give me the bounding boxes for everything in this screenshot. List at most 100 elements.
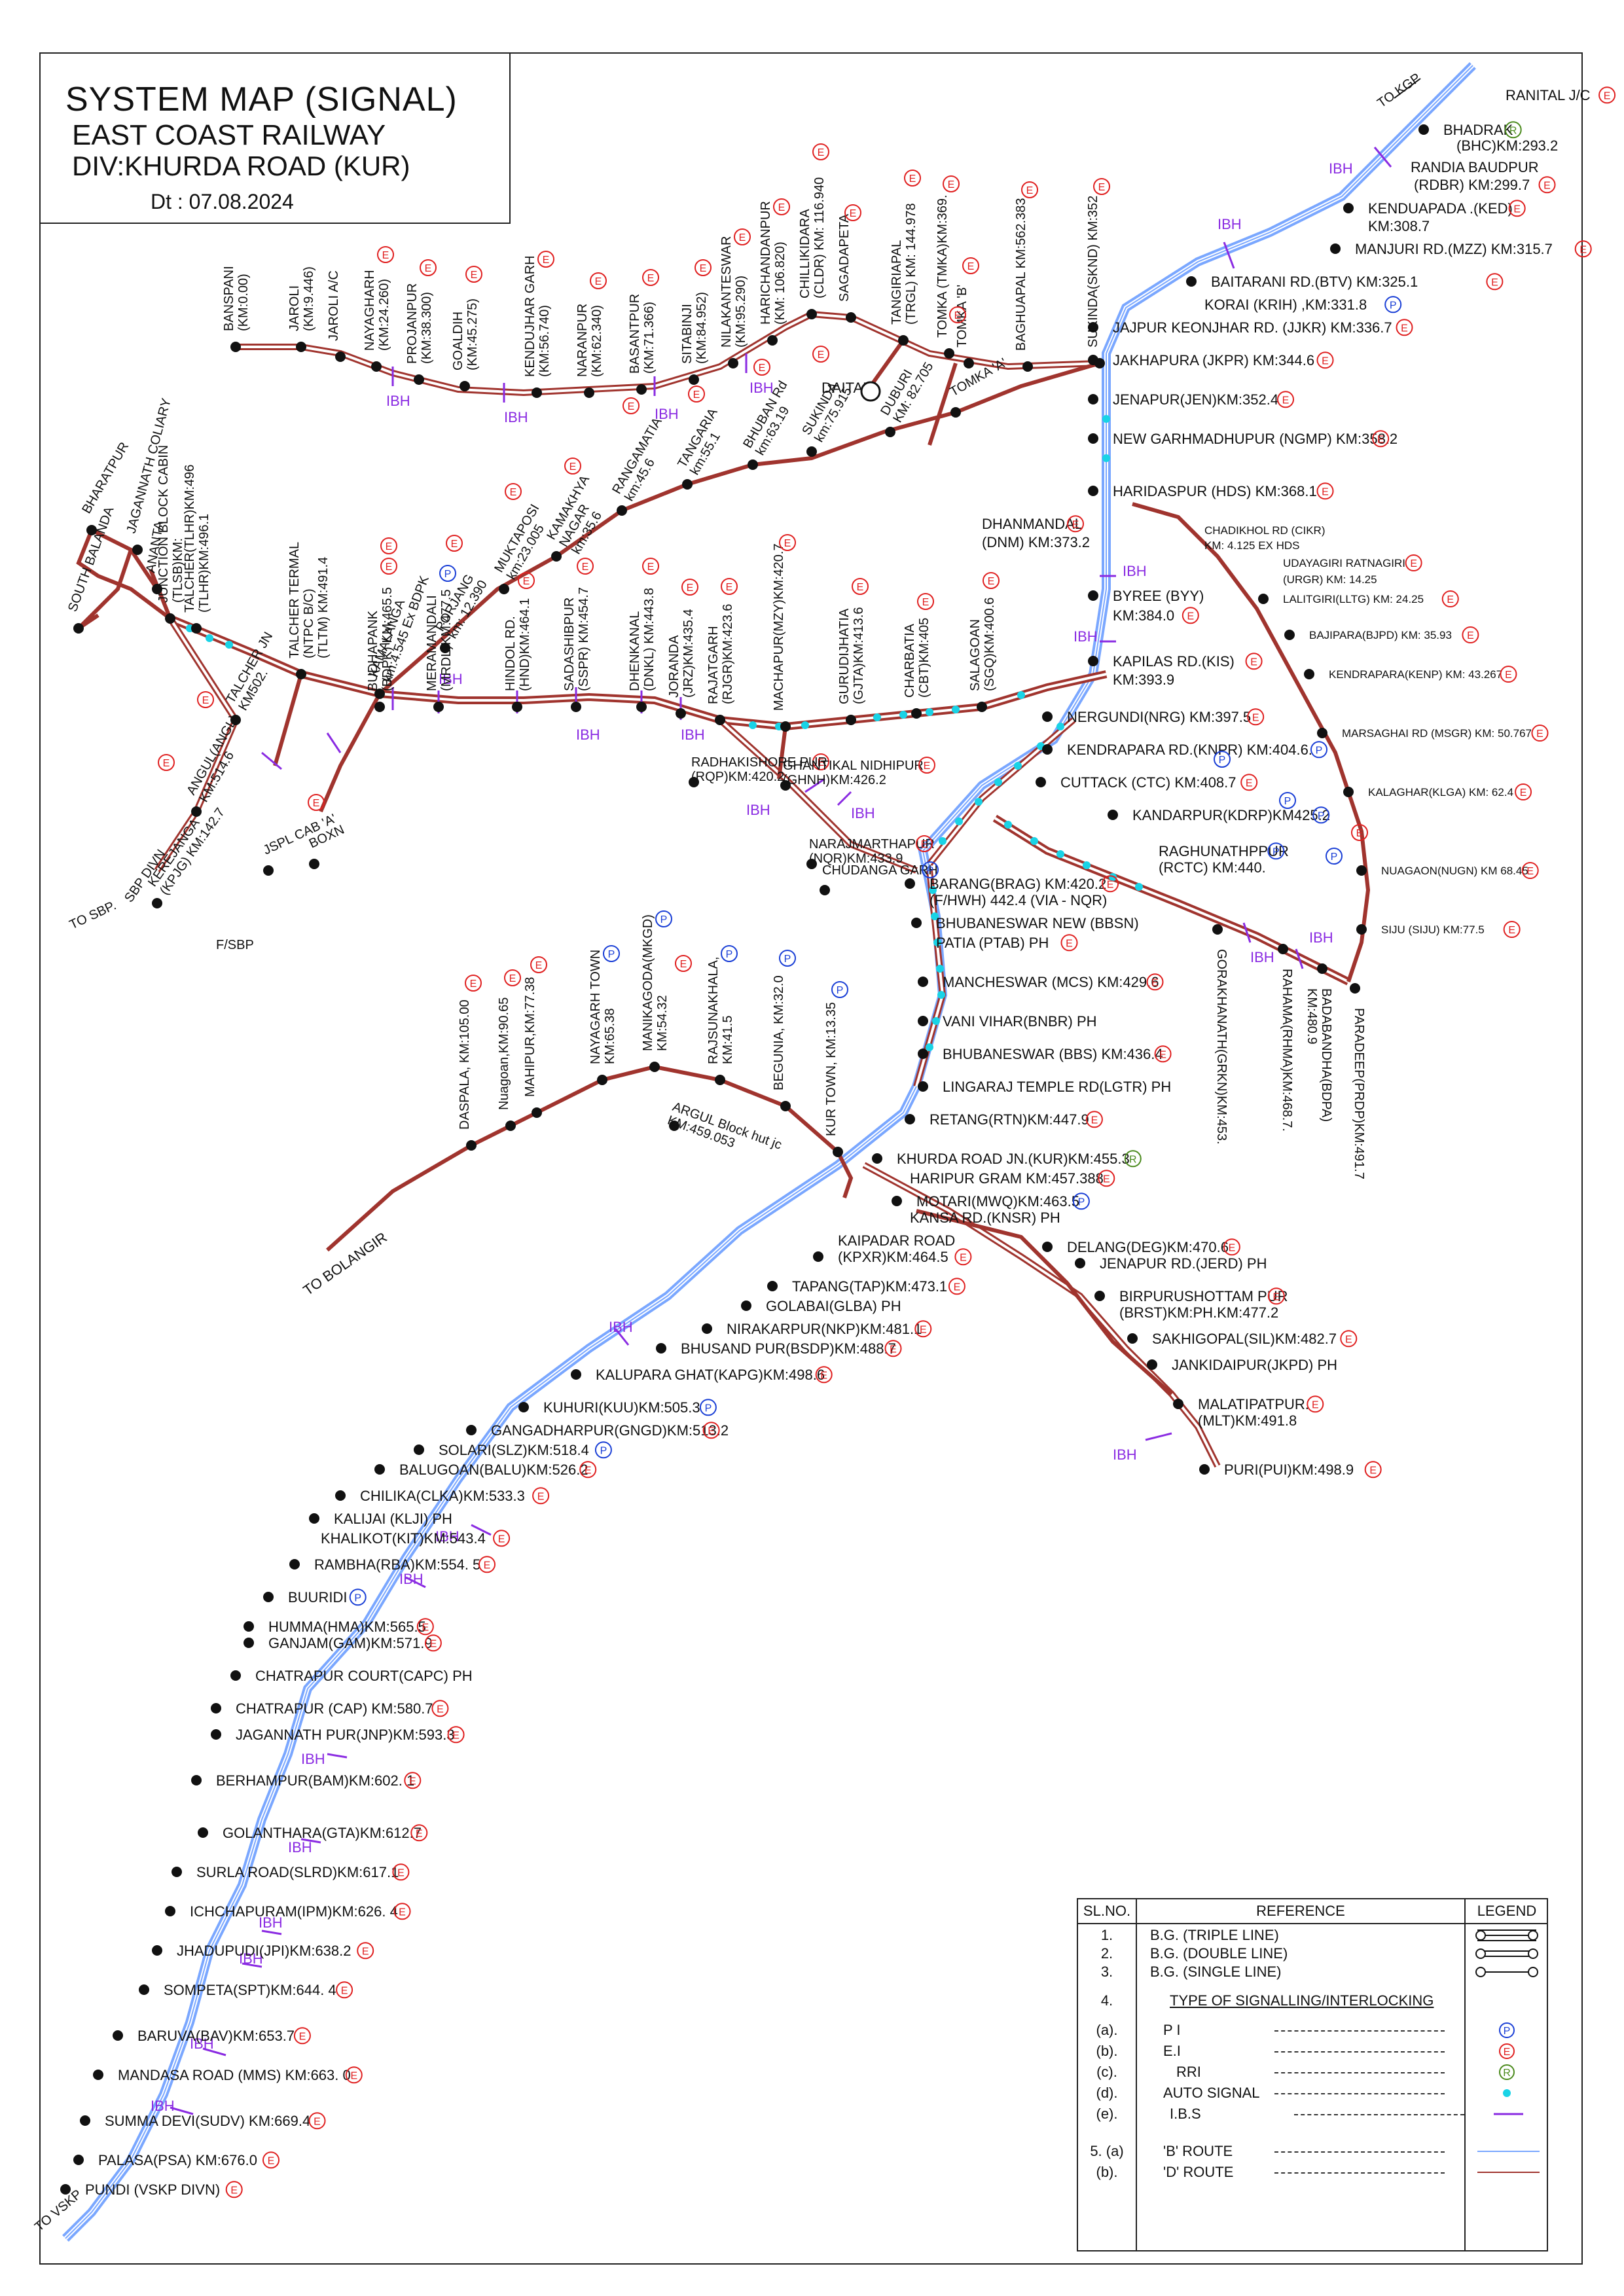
station-label: CHATRAPUR COURT(CAPC) PH — [255, 1668, 473, 1684]
svg-text:E: E — [988, 576, 995, 587]
station-dot — [1042, 711, 1053, 722]
station-dot — [263, 1592, 274, 1602]
station-label: GOLABAI(GLBA) PH — [766, 1298, 901, 1314]
pi-icon: P — [922, 861, 939, 878]
svg-text:E: E — [922, 597, 929, 608]
ei-icon: E — [1085, 1111, 1103, 1128]
ei-icon: E — [1340, 1330, 1358, 1348]
station-dot — [518, 1402, 529, 1412]
station-label: TANGIRIAPAL(TRGL) KM: 144.978 — [890, 203, 918, 325]
pi-icon: P — [699, 1399, 717, 1416]
ei-icon: E — [1372, 430, 1390, 448]
ibh-label: IBH — [288, 1839, 312, 1856]
ref-sl: 3. — [1100, 1964, 1113, 1980]
station-dot — [335, 1490, 346, 1501]
svg-text:E: E — [818, 350, 825, 361]
station-dot — [767, 335, 778, 346]
ei-icon: E — [532, 1487, 550, 1505]
rri-legend-icon: R — [1499, 2064, 1515, 2080]
station-label: PATIA (PTAB) PH — [936, 935, 1049, 951]
svg-text:E: E — [1312, 1399, 1319, 1410]
station-dot — [1356, 924, 1367, 935]
svg-text:P: P — [784, 954, 791, 965]
station-label: NERGUNDI(NRG) KM:397.5 — [1067, 709, 1251, 725]
svg-text:E: E — [1322, 355, 1329, 367]
svg-text:E: E — [582, 562, 589, 573]
station-label: GURUDIJHATIA(GJTA)KM:413.6 — [837, 607, 866, 704]
svg-text:P: P — [1390, 300, 1397, 311]
station-dot — [617, 505, 627, 516]
station-label: HARIPUR GRAM KM:457.388 — [910, 1170, 1104, 1187]
svg-text:P: P — [837, 985, 844, 996]
svg-text:E: E — [1508, 925, 1515, 936]
station-label: CHILIKA(CLKA)KM:533.3 — [360, 1488, 525, 1504]
svg-text:E: E — [1543, 180, 1551, 191]
station-label: JHADUPUDI(JPI)KM:638.2 — [177, 1943, 352, 1959]
ref-desc: 'B' ROUTE — [1163, 2143, 1233, 2159]
svg-text:E: E — [1026, 185, 1034, 196]
station-dot — [682, 479, 693, 490]
ref-sl: (b). — [1096, 2043, 1118, 2059]
svg-text:P: P — [1272, 846, 1280, 857]
rri-icon: R — [1124, 1150, 1142, 1168]
ei-icon: E — [642, 269, 659, 286]
ei-icon: E — [812, 753, 829, 770]
station-label: BHUBANESWAR NEW (BBSN) — [936, 915, 1139, 931]
svg-text:E: E — [700, 263, 707, 274]
station-label: JAROLI(KM:9.446) — [287, 266, 316, 331]
ei-icon: E — [688, 386, 705, 403]
station-label: JAKHAPURA (JKPR) KM:344.6 — [1113, 352, 1314, 368]
ei-icon: E — [753, 359, 770, 376]
station-dot — [1173, 1399, 1183, 1409]
ei-icon: E — [954, 1248, 972, 1266]
ref-header-sl: SL.NO. — [1078, 1899, 1136, 1924]
svg-text:E: E — [1526, 866, 1534, 877]
station-dot — [1356, 865, 1367, 876]
station-dot — [1088, 433, 1098, 444]
station-dot — [371, 361, 382, 372]
station-dot — [374, 1464, 385, 1475]
station-dot — [335, 351, 346, 362]
ei-icon: E — [392, 1863, 410, 1881]
svg-text:E: E — [820, 1370, 827, 1381]
station-label: KAPILAS RD.(KIS) — [1113, 653, 1235, 670]
triple-line-legend — [1475, 1929, 1538, 1941]
ei-icon: E — [1598, 86, 1616, 104]
ibh-label: IBH — [190, 2036, 214, 2052]
svg-text:E: E — [647, 562, 655, 573]
station-dot — [132, 545, 143, 555]
station-dot — [689, 777, 699, 787]
station-dot — [1343, 787, 1354, 797]
ei-icon: E — [734, 228, 751, 245]
ei-icon: E — [844, 204, 861, 221]
ibs-legend-icon — [1494, 2113, 1523, 2115]
station-label: JENAPUR RD.(JERD) PH — [1100, 1255, 1267, 1272]
station-label: BHARATPUR — [79, 440, 132, 516]
ei-icon: E — [884, 1340, 902, 1357]
b-route-main-line — [62, 62, 1476, 2242]
station-label: MUKTAPOSIkm:23.005 — [492, 502, 554, 583]
ei-icon: E — [1277, 391, 1294, 408]
station-label: NEW GARHMADHUPUR (NGMP) KM:358.2 — [1113, 431, 1398, 447]
ei-icon: E — [564, 457, 581, 475]
ref-sl: (d). — [1096, 2085, 1118, 2101]
ei-icon: E — [377, 246, 394, 263]
station-label: BAITARANI RD.(BTV) KM:325.1 — [1211, 274, 1418, 290]
svg-text:E: E — [726, 582, 733, 593]
station-dot — [532, 1107, 542, 1118]
station-label: LINGARAJ TEMPLE RD(LGTR) PH — [943, 1079, 1171, 1095]
station-label: SALAGOAN(SGQ)KM:400.6 — [968, 598, 997, 691]
svg-text:E: E — [1369, 1465, 1377, 1476]
svg-text:E: E — [921, 839, 928, 850]
station-label: CHADIKHOL RD (CIKR) — [1204, 524, 1326, 537]
station-label: SIJU (SIJU) KM:77.5 — [1381, 924, 1485, 936]
svg-text:P: P — [1331, 852, 1338, 863]
svg-text:P: P — [600, 1445, 607, 1456]
svg-text:E: E — [230, 2185, 238, 2196]
station-dot — [597, 1075, 607, 1085]
svg-text:E: E — [543, 255, 550, 266]
ref-desc: AUTO SIGNAL — [1163, 2085, 1260, 2101]
station-label: ICHCHAPURAM(IPM)KM:626. 4 — [190, 1903, 398, 1920]
station-dot — [1212, 924, 1223, 935]
svg-text:E: E — [1229, 1242, 1236, 1253]
